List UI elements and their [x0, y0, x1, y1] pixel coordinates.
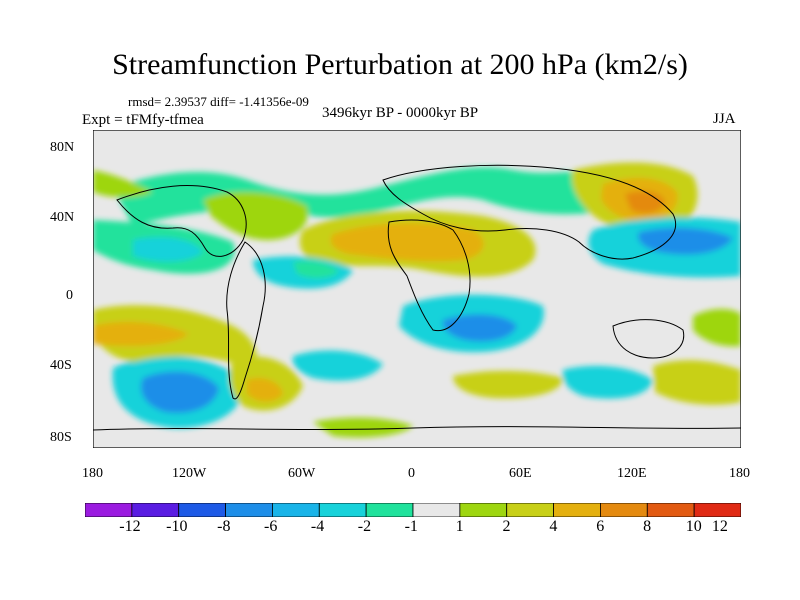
contour-band [330, 222, 484, 262]
colorbar-swatch [600, 503, 648, 517]
colorbar-swatch [506, 503, 554, 517]
colorbar-swatch [412, 503, 461, 517]
colorbar-swatch [553, 503, 601, 517]
coastline-north-america [116, 185, 247, 257]
colorbar-label: 1 [455, 518, 464, 535]
contour-band [247, 377, 283, 402]
colorbar-label: -8 [217, 518, 231, 535]
contour-band [562, 365, 653, 399]
colorbar-label: -6 [264, 518, 278, 535]
period-label: 3496kyr BP - 0000kyr BP [322, 105, 479, 121]
colorbar-swatch [318, 503, 367, 517]
coastline-eurasia [382, 164, 676, 260]
streamfunction-map [93, 130, 741, 448]
colorbar-swatch [646, 503, 695, 517]
lat-label-0: 0 [66, 288, 73, 303]
colorbar-swatch [272, 503, 320, 517]
contour-band [93, 321, 189, 346]
lat-label-40s: 40S [50, 358, 72, 373]
contour-band [141, 371, 219, 413]
colorbar-label: -2 [357, 518, 372, 535]
colorbar-swatch [225, 503, 273, 517]
colorbar-swatch [178, 503, 226, 517]
coastline-south-america [226, 241, 266, 400]
contour-band [133, 237, 203, 262]
colorbar [85, 503, 741, 517]
contour-band [442, 314, 517, 342]
colorbar-label: 4 [549, 518, 558, 535]
contour-band [93, 170, 153, 198]
lon-label-120e: 120E [617, 466, 647, 481]
colorbar-label: -12 [119, 518, 141, 535]
lon-label-0: 0 [408, 466, 415, 481]
colorbar-swatch [459, 503, 508, 517]
contour-band [453, 370, 563, 399]
colorbar-label: 6 [596, 518, 605, 535]
colorbar-swatch [85, 503, 133, 517]
stats-text: rmsd= 2.39537 diff= -1.41356e-09 [128, 94, 309, 109]
coastline-antarctica [93, 426, 741, 431]
lon-label-60e: 60E [509, 466, 532, 481]
contour-band [203, 192, 309, 240]
colorbar-swatch [693, 503, 741, 517]
contour-band [292, 350, 383, 381]
coastline-australia [612, 319, 685, 359]
colorbar-label: 2 [502, 518, 511, 535]
season-label: JJA [713, 111, 736, 127]
lon-label-180w: 180 [82, 466, 103, 481]
colorbar-swatch [365, 503, 414, 517]
colorbar-label: 12 [711, 518, 728, 535]
contour-band [637, 227, 733, 255]
contour-band [625, 191, 665, 214]
colorbar-label: 10 [685, 518, 702, 535]
contour-band [693, 309, 741, 347]
lon-label-60w: 60W [288, 466, 316, 481]
coastlines [93, 164, 741, 431]
contour-fields [93, 130, 741, 448]
contour-band [313, 417, 413, 438]
colorbar-label: -1 [404, 518, 418, 535]
lon-label-180e: 180 [729, 466, 750, 481]
lon-label-120w: 120W [172, 466, 207, 481]
contour-band [653, 360, 741, 405]
lat-label-80n: 80N [50, 140, 75, 155]
lat-label-40n: 40N [50, 210, 75, 225]
lat-label-80s: 80S [50, 430, 72, 445]
colorbar-label: -10 [166, 518, 188, 535]
experiment-label: Expt = tFMfy-tfmea [82, 112, 204, 128]
colorbar-label: 8 [643, 518, 652, 535]
colorbar-swatch [131, 503, 180, 517]
contour-band [293, 260, 339, 279]
contour-band [113, 167, 653, 226]
plot-title: Streamfunction Perturbation at 200 hPa (… [112, 48, 688, 81]
coastline-africa [387, 219, 471, 332]
colorbar-label: -4 [310, 518, 325, 535]
